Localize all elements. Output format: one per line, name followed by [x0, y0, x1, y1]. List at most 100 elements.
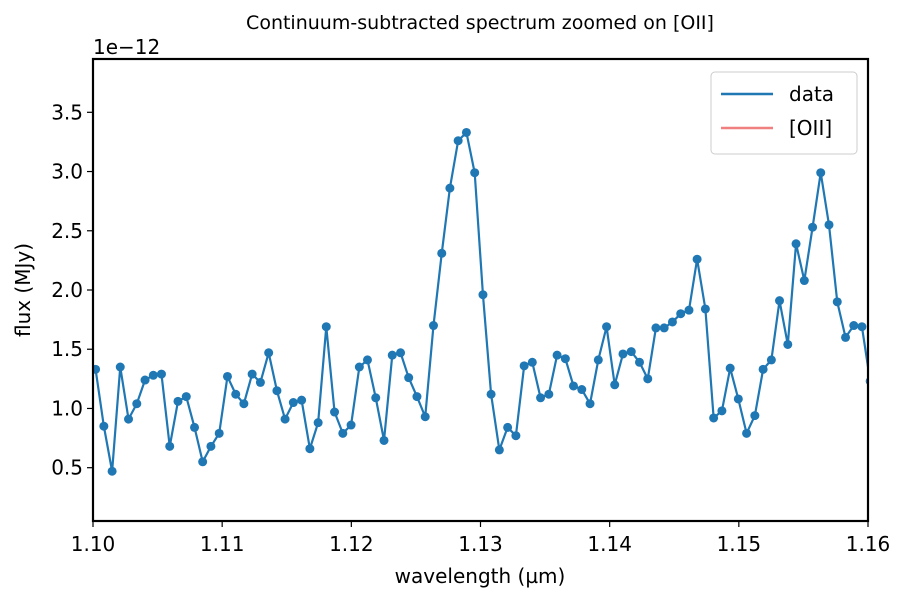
- y-tick-label: 3.5: [51, 100, 83, 124]
- y-tick-label: 0.5: [51, 456, 83, 480]
- data-point: [115, 362, 125, 372]
- data-point: [461, 127, 471, 137]
- data-point: [379, 435, 389, 445]
- data-point: [387, 350, 397, 360]
- data-point: [420, 412, 430, 422]
- data-point: [569, 381, 578, 391]
- data-point: [585, 399, 595, 409]
- data-point: [725, 363, 735, 373]
- data-point: [264, 348, 274, 358]
- data-point: [758, 364, 768, 374]
- data-point: [552, 350, 562, 360]
- y-tick-label: 2.5: [51, 219, 83, 243]
- data-point: [841, 332, 851, 342]
- data-point: [346, 420, 356, 430]
- data-point: [602, 322, 612, 332]
- data-point: [173, 396, 183, 406]
- data-point: [371, 393, 381, 403]
- x-tick-label: 1.12: [329, 532, 374, 556]
- data-point: [635, 357, 645, 367]
- data-line: [94, 130, 868, 472]
- data-point: [824, 220, 834, 230]
- data-point: [832, 297, 842, 307]
- data-point: [857, 322, 867, 332]
- data-point: [165, 441, 175, 451]
- data-point: [667, 317, 677, 327]
- data-point: [709, 413, 719, 423]
- data-point: [206, 441, 216, 451]
- legend-box: [710, 71, 858, 155]
- data-point: [231, 389, 241, 399]
- data-point: [338, 428, 348, 438]
- data-point: [214, 428, 224, 438]
- data-point: [659, 323, 669, 333]
- data-point: [618, 349, 628, 359]
- data-point: [272, 386, 282, 396]
- x-tick-label: 1.11: [200, 532, 245, 556]
- data-point: [313, 418, 323, 428]
- legend-label: data: [789, 82, 834, 106]
- y-tick-label: 2.0: [51, 278, 83, 302]
- data-point: [148, 370, 158, 380]
- y-tick-label: 3.0: [51, 160, 83, 184]
- data-point: [503, 422, 513, 432]
- data-point: [626, 347, 636, 357]
- data-point: [610, 380, 620, 390]
- data-point: [321, 322, 331, 332]
- data-point: [750, 411, 760, 421]
- data-point: [808, 222, 818, 232]
- data-point: [222, 371, 232, 381]
- data-point: [156, 369, 166, 379]
- data-point: [247, 369, 257, 379]
- data-point: [362, 355, 372, 365]
- data-point: [404, 373, 414, 383]
- data-point: [643, 374, 653, 384]
- data-point: [93, 364, 101, 374]
- data-point: [124, 414, 134, 424]
- data-point: [536, 393, 546, 403]
- data-point: [396, 348, 406, 358]
- data-point: [783, 339, 793, 349]
- plot-area: [93, 127, 868, 476]
- data-point: [181, 392, 191, 402]
- data-point: [354, 362, 364, 372]
- data-point: [437, 248, 447, 258]
- data-point: [775, 296, 785, 306]
- data-point: [717, 406, 727, 416]
- data-point: [478, 290, 488, 300]
- data-point: [560, 354, 570, 364]
- data-point: [486, 389, 496, 399]
- x-tick-label: 1.10: [71, 532, 116, 556]
- data-point: [742, 428, 752, 438]
- data-point: [305, 444, 315, 454]
- data-point: [692, 254, 702, 264]
- data-point: [816, 168, 826, 178]
- data-point: [140, 375, 150, 385]
- data-point: [107, 466, 117, 476]
- x-tick-label: 1.16: [846, 532, 891, 556]
- data-point: [99, 421, 109, 431]
- data-point: [700, 304, 710, 314]
- data-point: [593, 355, 603, 365]
- x-axis-label: wavelength (µm): [395, 564, 566, 588]
- data-point: [544, 389, 554, 399]
- data-point: [190, 422, 200, 432]
- chart-title: Continuum-subtracted spectrum zoomed on …: [246, 12, 714, 34]
- y-offset-label: 1e−12: [93, 35, 160, 59]
- y-tick-label: 1.0: [51, 396, 83, 420]
- data-point: [132, 399, 142, 409]
- data-point: [651, 323, 661, 333]
- data-point: [453, 136, 463, 146]
- data-point: [527, 357, 537, 367]
- data-point: [733, 394, 743, 404]
- plot-frame: [91, 57, 870, 523]
- data-point: [766, 355, 776, 365]
- data-point: [239, 399, 249, 409]
- data-point: [791, 239, 801, 249]
- data-point: [445, 183, 455, 193]
- data-point: [799, 276, 809, 286]
- data-point: [470, 168, 480, 178]
- x-tick-label: 1.13: [458, 532, 503, 556]
- data-point: [330, 407, 340, 417]
